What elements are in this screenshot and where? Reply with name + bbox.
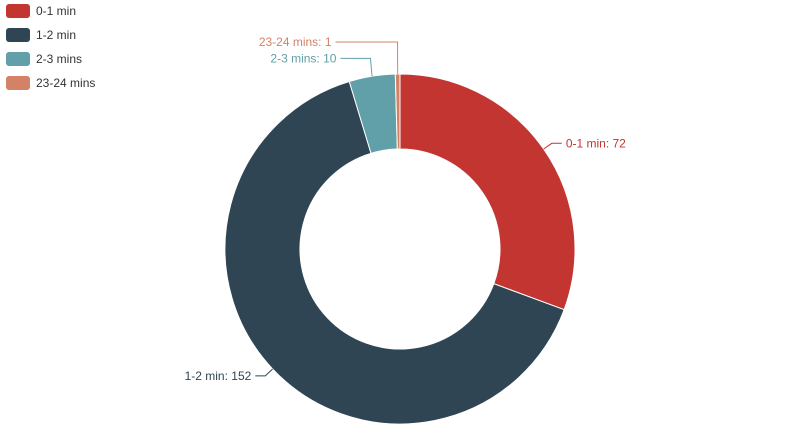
legend-label: 2-3 mins bbox=[36, 52, 83, 66]
slice-data-label-2: 1-2 min: 152 bbox=[185, 369, 252, 383]
label-leader-line-2 bbox=[255, 368, 273, 377]
legend-swatch bbox=[6, 4, 30, 18]
legend-label: 1-2 min bbox=[36, 28, 77, 42]
legend-label: 0-1 min bbox=[36, 4, 77, 18]
slice-data-label-4: 23-24 mins: 1 bbox=[259, 35, 332, 49]
legend-swatch bbox=[6, 76, 30, 90]
legend-swatch bbox=[6, 28, 30, 42]
label-leader-line-1 bbox=[543, 142, 562, 150]
legend-item-2-3-mins[interactable]: 2-3 mins bbox=[6, 51, 95, 67]
slice-data-label-1: 0-1 min: 72 bbox=[566, 136, 626, 150]
legend-label: 23-24 mins bbox=[36, 76, 96, 90]
label-leader-line-4 bbox=[335, 41, 399, 75]
slice-data-label-3: 2-3 mins: 10 bbox=[270, 51, 336, 65]
donut-slice-1[interactable] bbox=[399, 73, 576, 311]
legend-item-1-2-min[interactable]: 1-2 min bbox=[6, 27, 95, 43]
label-leader-line-3 bbox=[340, 57, 373, 77]
legend-item-23-24-mins[interactable]: 23-24 mins bbox=[6, 75, 95, 91]
donut-slice-4[interactable] bbox=[394, 73, 401, 150]
chart-legend: 0-1 min 1-2 min 2-3 mins 23-24 mins bbox=[6, 3, 95, 99]
donut-slice-2[interactable] bbox=[224, 80, 565, 425]
legend-item-0-1-min[interactable]: 0-1 min bbox=[6, 3, 95, 19]
legend-swatch bbox=[6, 52, 30, 66]
